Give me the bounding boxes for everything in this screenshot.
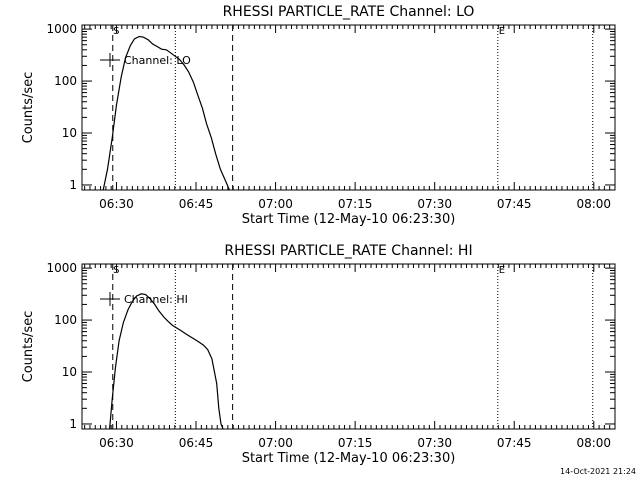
x-tick-label: 07:30 <box>417 197 452 211</box>
x-tick-label: 06:30 <box>99 197 134 211</box>
y-tick-label: 1 <box>69 417 77 431</box>
plot-frame <box>81 24 616 191</box>
y-axis-label: Counts/sec <box>21 311 36 383</box>
y-tick-label: 1000 <box>46 22 77 36</box>
y-tick-label: 10 <box>62 126 77 140</box>
x-tick-label: 07:00 <box>258 197 293 211</box>
y-axis-label: Counts/sec <box>21 72 36 144</box>
x-tick-label: 07:45 <box>497 436 532 450</box>
x-tick-label: 07:45 <box>497 197 532 211</box>
x-tick-label: 06:30 <box>99 436 134 450</box>
chart-panels: RHESSI PARTICLE_RATE Channel: LOSE06:300… <box>21 4 616 466</box>
x-tick-label: 07:30 <box>417 436 452 450</box>
x-tick-label: 07:00 <box>258 436 293 450</box>
x-axis-label: Start Time (12-May-10 06:23:30) <box>242 451 456 466</box>
plot-frame <box>81 263 616 430</box>
chart-panel-2: RHESSI PARTICLE_RATE Channel: HISE06:300… <box>21 243 616 466</box>
legend-label: Channel: HI <box>124 293 188 306</box>
end-marker-label: E <box>499 26 505 37</box>
x-tick-label: 07:15 <box>338 436 373 450</box>
y-tick-label: 1000 <box>46 261 77 275</box>
end-marker-label: E <box>499 265 505 276</box>
footer-timestamp: 14-Oct-2021 21:24 <box>560 467 636 476</box>
x-tick-label: 08:00 <box>576 436 611 450</box>
series-line <box>102 35 230 191</box>
x-tick-label: 08:00 <box>576 197 611 211</box>
y-tick-label: 1 <box>69 178 77 192</box>
x-tick-label: 07:15 <box>338 197 373 211</box>
y-tick-label: 100 <box>54 313 77 327</box>
x-axis-label: Start Time (12-May-10 06:23:30) <box>242 212 456 227</box>
x-tick-label: 06:45 <box>179 197 214 211</box>
y-tick-label: 100 <box>54 74 77 88</box>
chart-title: RHESSI PARTICLE_RATE Channel: LO <box>223 4 475 20</box>
legend-label: Channel: LO <box>124 54 191 67</box>
y-tick-label: 10 <box>62 365 77 379</box>
chart-title: RHESSI PARTICLE_RATE Channel: HI <box>224 243 472 259</box>
series-line <box>109 293 224 430</box>
chart-panel-1: RHESSI PARTICLE_RATE Channel: LOSE06:300… <box>21 4 616 227</box>
x-tick-label: 06:45 <box>179 436 214 450</box>
